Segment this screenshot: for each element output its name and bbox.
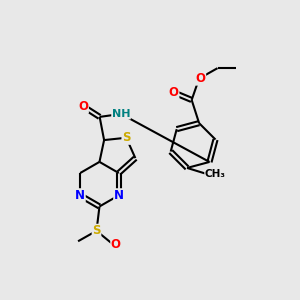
Text: NH: NH (112, 109, 130, 119)
Text: S: S (92, 224, 101, 237)
Text: O: O (169, 86, 179, 99)
Text: O: O (196, 72, 206, 85)
Text: O: O (111, 238, 121, 251)
Text: N: N (114, 189, 124, 202)
Text: CH₃: CH₃ (205, 169, 226, 179)
Text: N: N (75, 189, 85, 202)
Text: O: O (78, 100, 88, 113)
Text: S: S (122, 131, 130, 144)
